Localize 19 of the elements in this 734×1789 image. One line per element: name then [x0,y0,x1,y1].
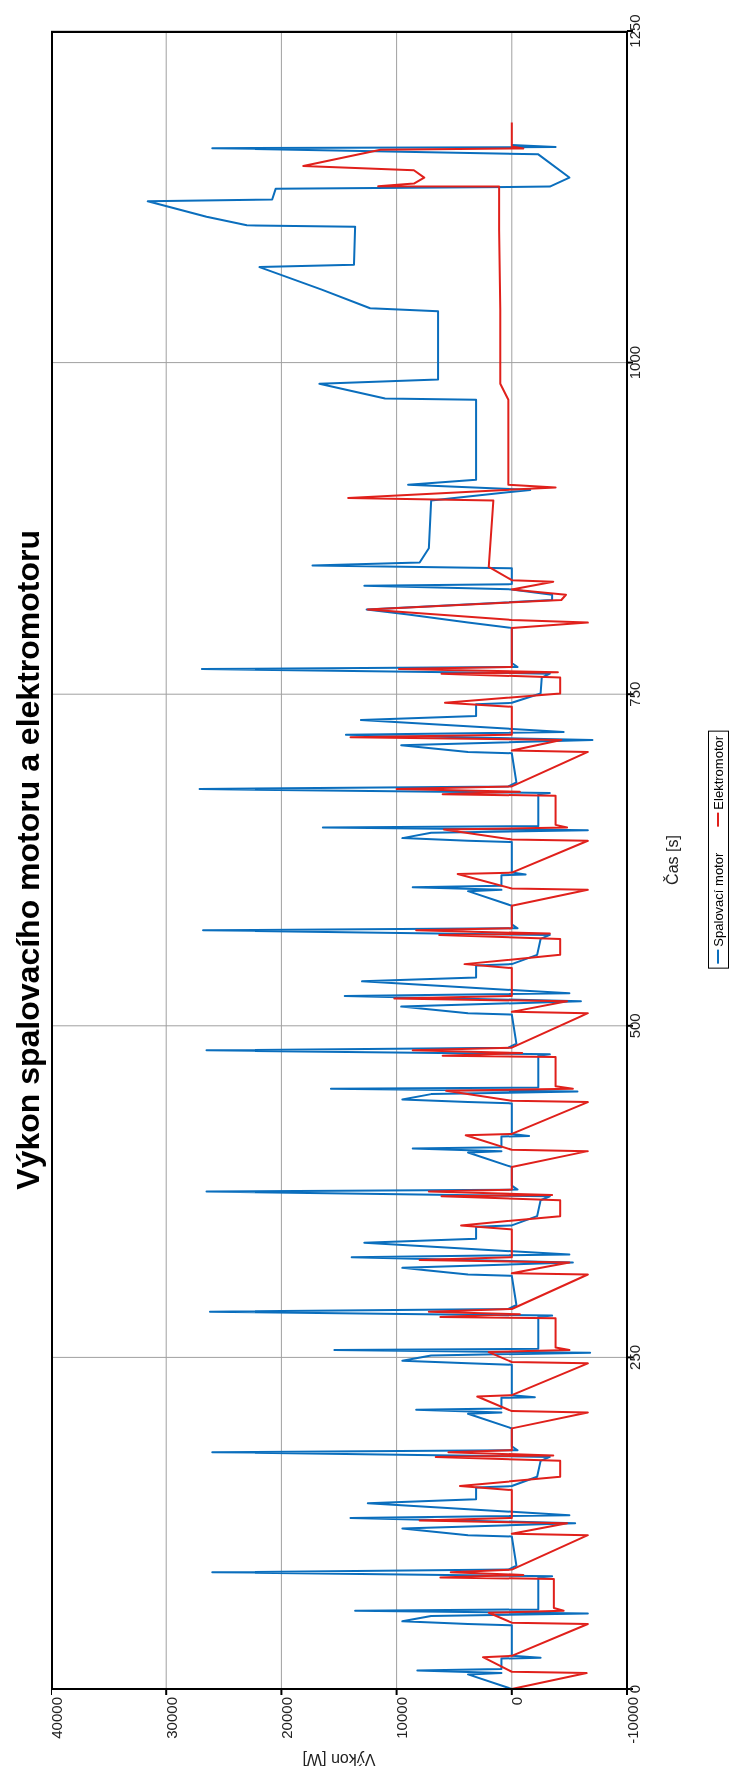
y-tick-label: 1000 [626,345,644,380]
y-tick-label: 1250 [626,14,644,48]
line-series [146,144,594,1689]
y-axis-title: Čas [s] [662,835,681,885]
x-tick-label: 0 [508,1697,526,1706]
x-tick-label: 40000 [47,1697,65,1739]
x-tick-label: 30000 [162,1697,180,1739]
y-tick-label: 0 [626,1684,644,1694]
text: Spalovací motor [710,852,726,947]
x-tick-label: 10000 [393,1697,411,1739]
y-tick-label: 250 [626,1344,644,1370]
x-tick-label: -10000 [623,1697,641,1744]
y-tick-label: 750 [626,681,644,707]
x-axis-title: Výkon [W] [302,1751,376,1768]
x-tick-label: 20000 [278,1697,296,1739]
text: Výkon spalovacího motoru a elektromotoru [9,530,47,1190]
y-tick-label: 500 [626,1013,644,1039]
line-series [302,121,589,1689]
text: Elektromotor [710,736,726,810]
